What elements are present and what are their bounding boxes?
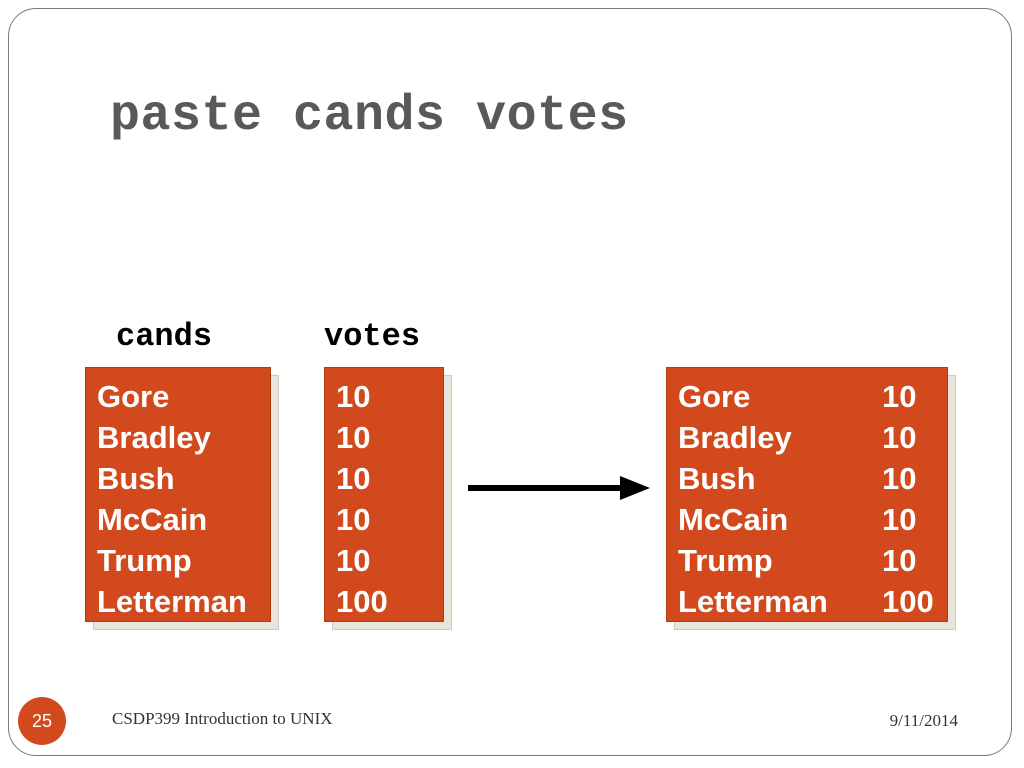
output-row: McCain 10 — [678, 499, 947, 540]
output-row: Gore 10 — [678, 376, 947, 417]
output-votes: 10 — [882, 461, 917, 496]
cands-line: Bradley — [97, 420, 211, 455]
page-number-badge: 25 — [18, 697, 66, 745]
votes-line: 10 — [336, 461, 371, 496]
cands-box-content: Gore Bradley Bush McCain Trump Letterman — [85, 367, 271, 622]
votes-line: 10 — [336, 420, 371, 455]
output-name: Bradley — [678, 420, 792, 455]
output-name: McCain — [678, 502, 789, 537]
cands-line: Bush — [97, 461, 175, 496]
output-name: Letterman — [678, 584, 828, 619]
cands-line: Letterman — [97, 584, 247, 619]
cands-file-label: cands — [116, 318, 213, 355]
votes-line: 10 — [336, 379, 371, 414]
output-row: Bush 10 — [678, 458, 947, 499]
votes-line: 100 — [336, 584, 388, 619]
footer-course-title: CSDP399 Introduction to UNIX — [112, 709, 333, 728]
right-arrow-icon — [468, 476, 650, 500]
output-votes: 10 — [882, 379, 917, 414]
votes-box-content: 10 10 10 10 10 100 — [324, 367, 444, 622]
output-name: Trump — [678, 543, 773, 578]
output-row: Bradley 10 — [678, 417, 947, 458]
cands-line: Trump — [97, 543, 192, 578]
votes-file-box: 10 10 10 10 10 100 — [324, 367, 452, 630]
cands-line: Gore — [97, 379, 170, 414]
slide-frame — [8, 8, 1012, 756]
cands-line: McCain — [97, 502, 208, 537]
output-box-content: Gore 10 Bradley 10 Bush 10 McCain 10 Tru… — [666, 367, 948, 622]
votes-file-label: votes — [324, 318, 421, 355]
output-row: Letterman 100 — [678, 581, 947, 622]
output-votes: 10 — [882, 420, 917, 455]
paste-output-box: Gore 10 Bradley 10 Bush 10 McCain 10 Tru… — [666, 367, 956, 630]
cands-file-box: Gore Bradley Bush McCain Trump Letterman — [85, 367, 279, 630]
output-votes: 10 — [882, 543, 917, 578]
output-name: Gore — [678, 379, 751, 414]
slide-title: paste cands votes — [110, 88, 629, 145]
output-row: Trump 10 — [678, 540, 947, 581]
footer-date: 9/11/2014 — [889, 711, 958, 730]
output-votes: 10 — [882, 502, 917, 537]
output-votes: 100 — [882, 584, 934, 619]
votes-line: 10 — [336, 502, 371, 537]
output-name: Bush — [678, 461, 756, 496]
votes-line: 10 — [336, 543, 371, 578]
